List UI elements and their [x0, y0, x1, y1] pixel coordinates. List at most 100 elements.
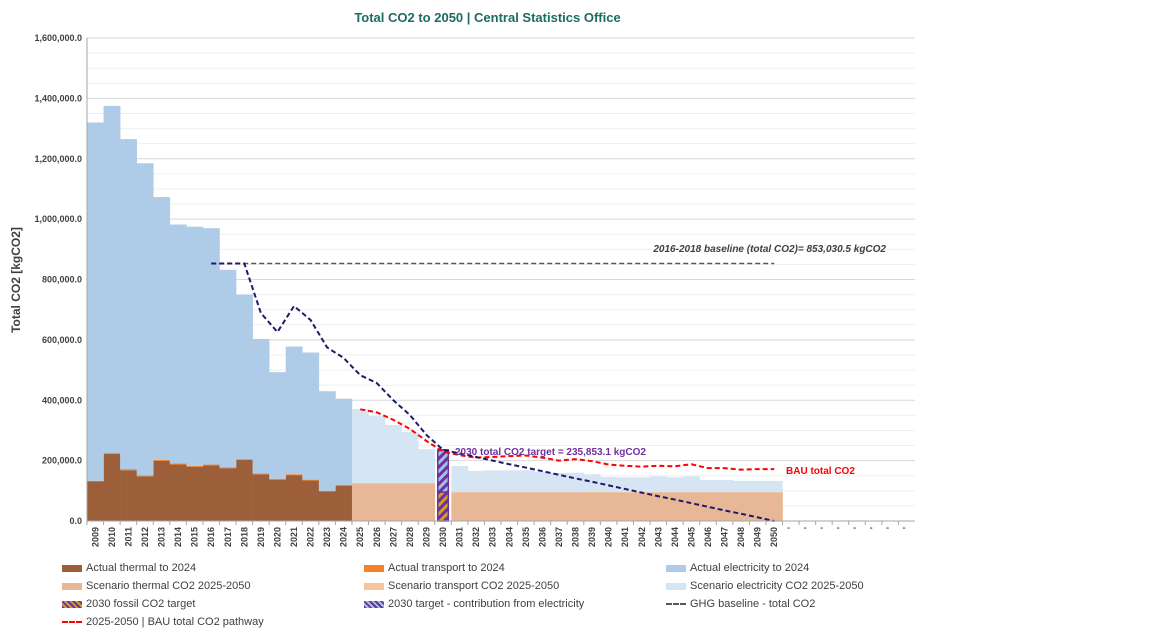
- bar-actual-electricity-to-2024: [285, 346, 303, 475]
- bar-actual-transport-to-2024: [87, 480, 104, 482]
- chart-title: Total CO2 to 2050 | Central Statistics O…: [354, 10, 621, 25]
- bar-scenario-thermal-co2-2025-2050: [716, 492, 734, 521]
- bar-actual-transport-to-2024: [269, 478, 287, 480]
- axes: 0.0 200,000.0 400,000.0 600,000.0 800,000.0 1…: [34, 33, 915, 547]
- x-tick-label: 2010: [107, 527, 117, 547]
- bar-scenario-electricity-co2-2025-2050: [683, 476, 701, 493]
- x-tick-label: 2015: [190, 527, 200, 547]
- x-tick-label: 2011: [123, 527, 133, 547]
- legend-swatch: [666, 603, 686, 605]
- x-tick-label: 2039: [587, 527, 597, 547]
- x-tick-label: 2043: [653, 527, 663, 547]
- bar-actual-electricity-to-2024: [169, 224, 187, 464]
- bar-scenario-thermal-co2-2025-2050: [633, 492, 651, 521]
- x-tick-label: 2022: [306, 527, 316, 547]
- legend-label: Actual transport to 2024: [388, 562, 505, 574]
- x-tick-label: 2012: [140, 527, 150, 547]
- bar-scenario-electricity-co2-2025-2050: [583, 474, 601, 493]
- y-tick-label: 0.0: [69, 516, 82, 526]
- x-tick-label: 2049: [753, 527, 763, 547]
- bar-scenario-electricity-co2-2025-2050: [534, 471, 551, 493]
- legend-item: Scenario thermal CO2 2025-2050: [62, 580, 250, 592]
- legend-item: 2030 fossil CO2 target: [62, 598, 195, 610]
- bar-scenario-electricity-co2-2025-2050: [699, 479, 717, 493]
- bar-scenario-thermal-co2-2025-2050: [401, 483, 419, 521]
- bar-scenario-electricity-co2-2025-2050: [401, 431, 419, 483]
- x-tick-label: 2024: [339, 527, 349, 547]
- bar-actual-electricity-to-2024: [318, 391, 336, 491]
- bar-scenario-electricity-co2-2025-2050: [633, 477, 651, 493]
- y-tick-label: 400,000.0: [42, 395, 82, 405]
- bars: [87, 105, 783, 522]
- bar-actual-electricity-to-2024: [103, 105, 121, 454]
- bar-actual-transport-to-2024: [285, 474, 303, 476]
- bar-actual-electricity-to-2024: [219, 269, 237, 468]
- x-tick-label: ': [802, 527, 812, 529]
- bar-actual-electricity-to-2024: [186, 226, 204, 466]
- line-2025-2050-bau-total-co2-pathway: [360, 408, 775, 471]
- y-tick-label: 1,600,000.0: [34, 33, 82, 43]
- x-tick-label: ': [885, 527, 895, 529]
- bar-actual-electricity-to-2024: [120, 139, 137, 470]
- x-tick-label: 2016: [206, 527, 216, 547]
- legend-label: Scenario electricity CO2 2025-2050: [690, 580, 864, 592]
- bar-scenario-thermal-co2-2025-2050: [749, 492, 767, 521]
- legend-item: Scenario transport CO2 2025-2050: [364, 580, 559, 592]
- bar-actual-thermal-to-2024: [169, 464, 187, 521]
- bar-actual-thermal-to-2024: [285, 475, 303, 521]
- bar-actual-transport-to-2024: [335, 484, 353, 486]
- bar-actual-electricity-to-2024: [269, 372, 287, 479]
- annotation-baseline: 2016-2018 baseline (total CO2)= 853,030.…: [652, 244, 886, 255]
- bar-scenario-electricity-co2-2025-2050: [732, 480, 750, 493]
- bar-actual-transport-to-2024: [219, 467, 237, 469]
- bar-actual-thermal-to-2024: [87, 481, 104, 521]
- x-tick-label: 2026: [372, 527, 382, 547]
- legend-label: Actual electricity to 2024: [690, 562, 810, 574]
- bar-actual-transport-to-2024: [103, 453, 121, 454]
- bar-scenario-electricity-co2-2025-2050: [666, 477, 684, 493]
- bar-scenario-thermal-co2-2025-2050: [567, 492, 585, 521]
- bar-scenario-thermal-co2-2025-2050: [368, 483, 386, 521]
- x-tick-label: ': [902, 527, 912, 529]
- bar-scenario-electricity-co2-2025-2050: [484, 470, 502, 493]
- x-tick-label: 2018: [239, 527, 249, 547]
- y-tick-label: 1,000,000.0: [34, 214, 82, 224]
- bar-scenario-thermal-co2-2025-2050: [699, 492, 717, 521]
- bar-actual-transport-to-2024: [153, 459, 171, 461]
- x-tick-label: 2013: [157, 527, 167, 547]
- lines: [211, 262, 775, 522]
- y-tick-label: 600,000.0: [42, 335, 82, 345]
- x-tick-label: 2040: [604, 527, 614, 547]
- bar-actual-thermal-to-2024: [202, 465, 220, 521]
- bar-actual-transport-to-2024: [302, 479, 320, 481]
- x-tick-label: 2032: [471, 527, 481, 547]
- legend-swatch: [666, 582, 686, 590]
- x-tick-label: ': [869, 527, 879, 529]
- bar-actual-transport-to-2024: [169, 463, 187, 465]
- x-tick-label: 2030: [438, 527, 448, 547]
- x-tick-label: 2034: [504, 527, 514, 547]
- x-tick-label: 2025: [355, 527, 365, 547]
- x-tick-label: 2038: [571, 527, 581, 547]
- bar-actual-transport-to-2024: [318, 490, 336, 492]
- bar-actual-thermal-to-2024: [318, 491, 336, 521]
- legend-swatch: [62, 621, 82, 623]
- bar-scenario-electricity-co2-2025-2050: [418, 449, 436, 483]
- legend-item: GHG baseline - total CO2: [666, 598, 815, 610]
- bar-scenario-electricity-co2-2025-2050: [451, 466, 469, 493]
- bar-actual-electricity-to-2024: [335, 398, 353, 485]
- x-tick-label: 2009: [90, 527, 100, 547]
- bar-scenario-thermal-co2-2025-2050: [666, 492, 684, 521]
- x-tick-label: 2023: [322, 527, 332, 547]
- bar-actual-thermal-to-2024: [335, 485, 353, 521]
- bar-actual-thermal-to-2024: [269, 479, 287, 521]
- bar-actual-thermal-to-2024: [186, 466, 204, 521]
- x-tick-label: 2020: [272, 527, 282, 547]
- x-tick-label: 2050: [769, 527, 779, 547]
- bar-actual-transport-to-2024: [236, 459, 253, 461]
- bar-actual-electricity-to-2024: [252, 338, 270, 474]
- bar-actual-transport-to-2024: [252, 473, 270, 475]
- legend-label: Scenario thermal CO2 2025-2050: [86, 580, 251, 592]
- x-tick-label: 2037: [554, 527, 564, 547]
- bar-scenario-thermal-co2-2025-2050: [385, 483, 402, 521]
